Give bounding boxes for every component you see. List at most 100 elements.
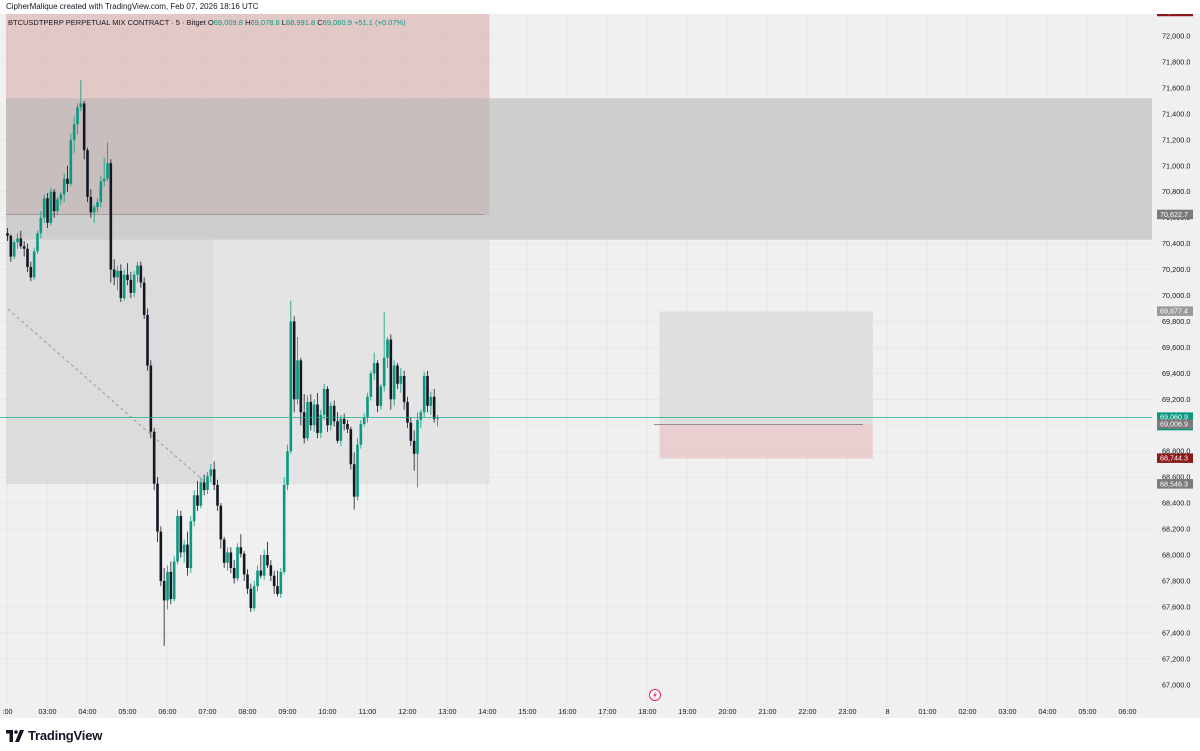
time-tick-label: 17:00	[598, 707, 616, 716]
candle-body	[262, 555, 266, 576]
candle-body	[99, 181, 103, 203]
price-label-text: 72,186.9	[1160, 14, 1188, 16]
candle-body	[252, 586, 256, 609]
candle	[302, 394, 306, 444]
time-tick-label: 08:00	[238, 707, 256, 716]
candle-body	[399, 375, 403, 384]
tradingview-logo[interactable]: TradingView	[6, 728, 102, 743]
candle	[232, 560, 236, 584]
price-tick-label: 68,000.0	[1162, 551, 1190, 560]
top-bar: CipherMalique created with TradingView.c…	[0, 0, 1200, 14]
candle	[246, 569, 249, 594]
candle	[332, 400, 336, 427]
upper-gray-zone[interactable]	[6, 98, 1152, 240]
price-tick-label: 70,400.0	[1162, 239, 1190, 248]
left-gray-zone[interactable]	[6, 239, 213, 485]
candle	[406, 396, 409, 428]
candle-body	[329, 405, 333, 426]
candle-body	[302, 412, 306, 439]
candle-body	[219, 505, 223, 540]
candle-body	[369, 373, 373, 397]
position-gray[interactable]	[659, 311, 873, 425]
candle	[262, 549, 266, 580]
symbol-name: BTCUSDTPERP PERPETUAL MIX CONTRACT · 5 ·…	[8, 18, 206, 27]
candle	[12, 239, 16, 260]
candle-body	[129, 279, 133, 293]
lightning-icon[interactable]	[649, 689, 661, 701]
candle	[319, 409, 323, 439]
candle	[226, 547, 229, 571]
candle-body	[409, 422, 413, 441]
candle-body	[52, 191, 56, 212]
candle-body	[146, 314, 149, 366]
price-label-bg	[1157, 419, 1193, 429]
candle-body	[69, 139, 73, 184]
candle	[129, 272, 133, 299]
price-label-bg	[1157, 306, 1193, 316]
candle	[106, 142, 109, 182]
close-label: C	[317, 18, 323, 27]
price-tick-label: 67,600.0	[1162, 602, 1190, 611]
candle	[352, 452, 356, 510]
candle	[9, 234, 13, 262]
candle-body	[326, 388, 329, 426]
price-tick-label: 71,000.0	[1162, 161, 1190, 170]
candle-body	[426, 375, 429, 406]
position-red[interactable]	[659, 424, 873, 459]
price-tick-label: 69,800.0	[1162, 317, 1190, 326]
price-label: 68,546.3	[1157, 479, 1193, 489]
candle	[242, 551, 246, 581]
change-value: +51.1 (+0.07%)	[353, 18, 406, 27]
candle-body	[332, 405, 336, 422]
candle-body	[136, 265, 139, 275]
candle	[216, 479, 219, 511]
candle	[132, 270, 136, 297]
candle	[419, 409, 423, 428]
candle	[326, 386, 329, 432]
candle	[349, 426, 353, 470]
candle	[299, 357, 303, 426]
candle	[119, 264, 123, 302]
candle	[92, 204, 96, 223]
candle	[186, 531, 189, 576]
candle-body	[236, 547, 239, 579]
time-tick-label: 04:00	[1038, 707, 1056, 716]
candle-body	[376, 362, 379, 406]
candle-body	[36, 233, 39, 252]
candle	[329, 401, 333, 431]
time-tick-label: 05:00	[118, 707, 136, 716]
low-value: 68,991.8	[285, 18, 316, 27]
candle-body	[169, 571, 173, 600]
candle-body	[366, 396, 369, 418]
chart-area[interactable]: 72,000.0 71,800.0 71,600.0 71,400.0 71,200.0…	[0, 14, 1200, 718]
candle-body	[79, 103, 83, 108]
candle	[26, 243, 29, 273]
time-tick-label: 21:00	[758, 707, 776, 716]
candle-body	[209, 469, 213, 476]
chart-svg[interactable]: 72,000.0 71,800.0 71,600.0 71,400.0 71,200.0…	[0, 14, 1200, 718]
candle	[22, 241, 26, 257]
candle-body	[19, 238, 23, 247]
candle-body	[256, 570, 259, 587]
price-label-bg	[1157, 453, 1193, 463]
price-labels: 72,186.970,622.769,877.469,060.903:0169,…	[1157, 14, 1193, 489]
tradingview-brand-text: TradingView	[28, 728, 103, 743]
candle-body	[419, 412, 423, 421]
candle-body	[296, 360, 299, 400]
candle	[192, 490, 196, 527]
candle	[176, 509, 179, 565]
candle	[149, 360, 153, 439]
candle-body	[429, 396, 433, 406]
time-tick-label: 19:00	[678, 707, 696, 716]
candle-body	[372, 362, 376, 374]
candle-body	[299, 360, 303, 413]
price-tick-label: 69,400.0	[1162, 369, 1190, 378]
candle	[179, 510, 183, 558]
candle-body	[186, 544, 189, 568]
candle-body	[242, 553, 246, 575]
candle-body	[212, 469, 216, 485]
time-tick-label: 20:00	[718, 707, 736, 716]
candle-body	[336, 421, 339, 441]
candle-body	[116, 270, 119, 278]
price-label-text: 69,006.9	[1160, 420, 1188, 429]
